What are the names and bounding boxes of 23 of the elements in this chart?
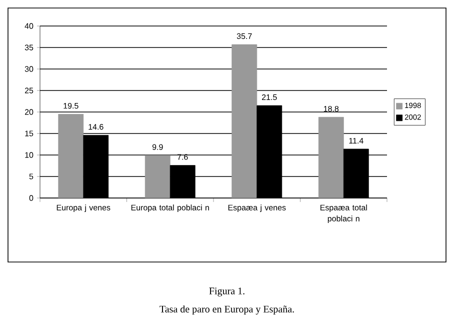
text: Tasa de paro en Europa y España. — [160, 305, 294, 315]
y-tick-label: 10 — [25, 152, 34, 158]
x-tick-label: Espaæa total poblaci n — [320, 204, 367, 223]
data-label: 19.5 — [64, 102, 78, 109]
y-tick-label: 25 — [24, 88, 34, 94]
y-tick-label: 0 — [29, 195, 34, 201]
data-label: 7.6 — [177, 154, 188, 160]
y-tick-label: 15 — [25, 130, 34, 136]
x-tick-label: Europa total poblaci n — [131, 204, 209, 212]
x-tick-label: Espaæa j venes — [228, 204, 286, 212]
data-label: 11.4 — [349, 138, 364, 144]
data-label: 35.7 — [236, 33, 252, 39]
y-tick-label: 30 — [24, 66, 34, 72]
data-label: 9.9 — [152, 144, 163, 150]
data-label: 21.5 — [262, 94, 277, 100]
data-label: 14.6 — [88, 124, 104, 130]
y-tick-label: 20 — [24, 109, 34, 115]
text: Figura 1. — [209, 288, 244, 296]
y-tick-label: 5 — [29, 174, 34, 180]
y-tick-label: 40 — [24, 23, 34, 29]
y-tick-label: 35 — [24, 44, 34, 50]
x-tick-label: Europa j venes — [56, 204, 110, 212]
data-label: 18.8 — [324, 106, 339, 112]
